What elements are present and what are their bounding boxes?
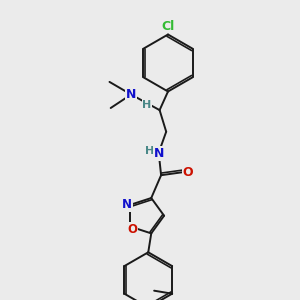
Text: Cl: Cl xyxy=(161,20,175,33)
Text: N: N xyxy=(126,88,136,101)
Text: O: O xyxy=(127,223,137,236)
Text: N: N xyxy=(154,147,164,160)
Text: H: H xyxy=(145,146,154,156)
Text: O: O xyxy=(183,166,194,179)
Text: N: N xyxy=(122,198,132,211)
Text: H: H xyxy=(142,100,152,110)
